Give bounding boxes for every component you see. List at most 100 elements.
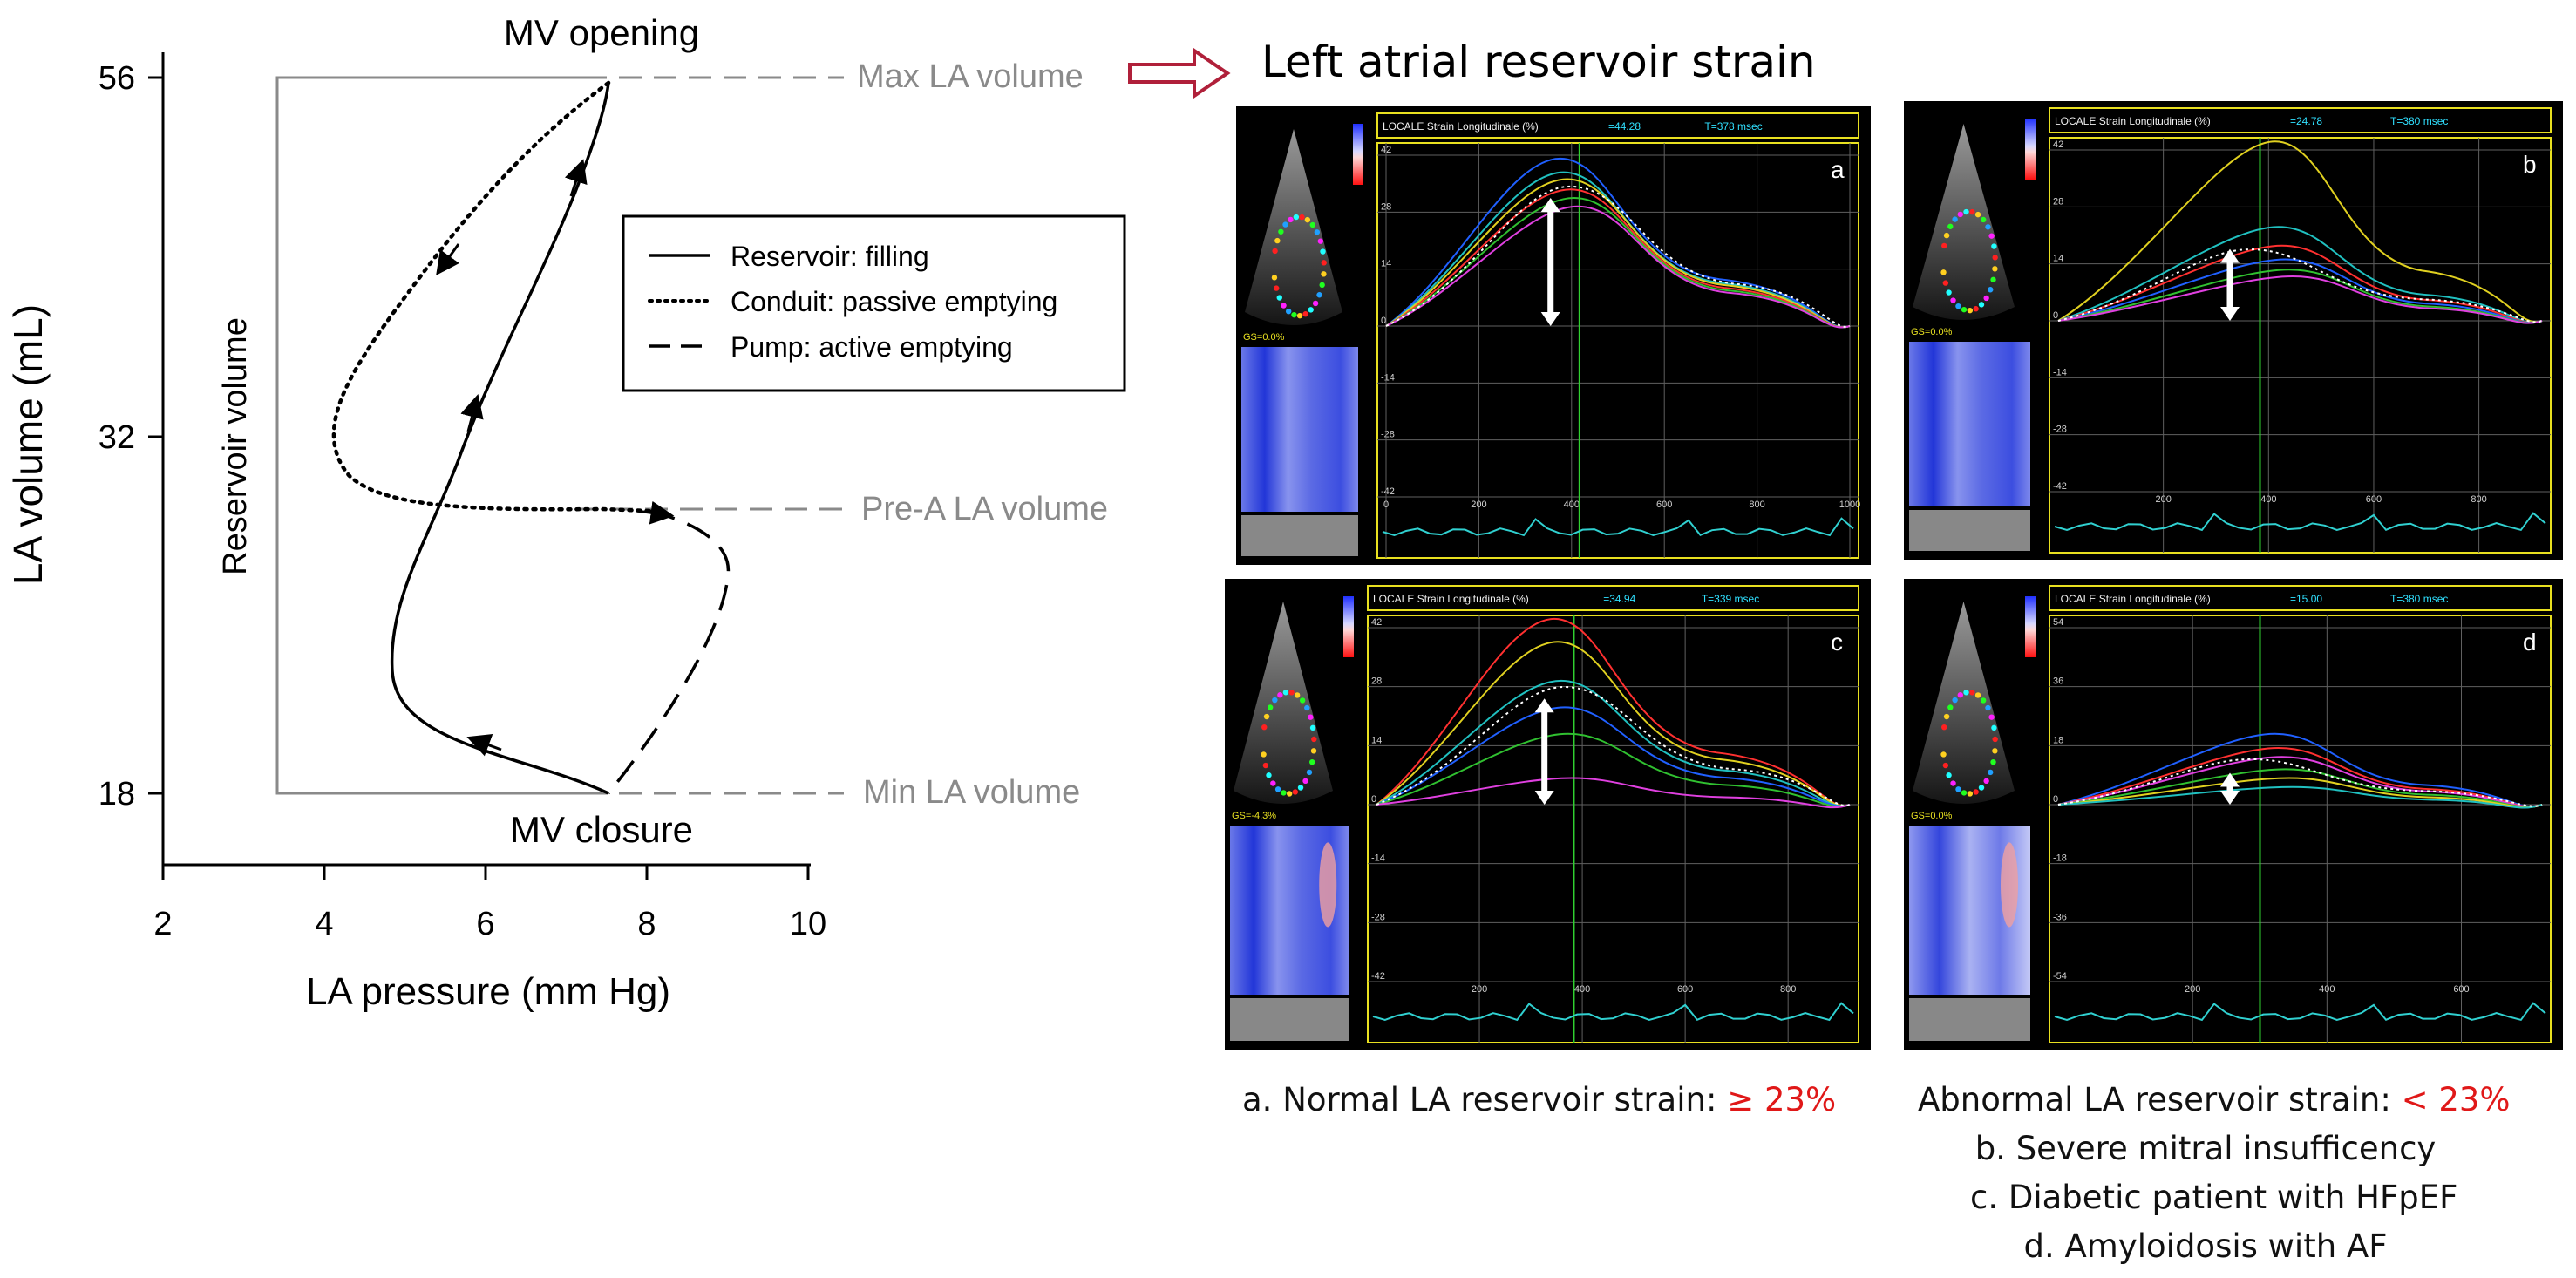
tracking-dot bbox=[1988, 714, 1995, 720]
x-tick: 1000 bbox=[1839, 500, 1860, 510]
arrow-filling-mid bbox=[460, 393, 484, 432]
tracking-dot bbox=[1963, 690, 1969, 696]
y-tick: 0 bbox=[1381, 316, 1386, 326]
tracking-dot bbox=[1294, 692, 1301, 698]
tracking-dot bbox=[1941, 724, 1947, 731]
strain-curve bbox=[2057, 785, 2543, 809]
tracking-dot bbox=[1961, 790, 1968, 796]
x-tick: 400 bbox=[2260, 494, 2276, 505]
strain-panel-b: GS=0.0% LOCALE Strain Longitudinale (%) =2… bbox=[1904, 101, 2563, 560]
tracking-dot bbox=[1974, 692, 1981, 698]
arrow-conduit bbox=[436, 243, 460, 275]
x-tick: 200 bbox=[2185, 984, 2200, 995]
y-tick: 42 bbox=[2053, 139, 2063, 150]
strain-curve bbox=[1385, 178, 1851, 329]
tracking-dot bbox=[1973, 789, 1979, 795]
tracking-dot bbox=[1302, 778, 1308, 785]
tracking-dot bbox=[1304, 216, 1311, 223]
x-tick: 600 bbox=[2453, 984, 2469, 995]
tracking-dot bbox=[1992, 736, 1998, 743]
panel-letter: d bbox=[2523, 629, 2537, 656]
reservoir-volume-label: Reservoir volume bbox=[217, 317, 254, 575]
conduit-passive-emptying-curve bbox=[331, 80, 652, 513]
tracking-dot bbox=[1942, 280, 1949, 286]
x-tick: 0 bbox=[1383, 500, 1389, 510]
strain-curve bbox=[1376, 706, 1851, 807]
tracking-dot bbox=[1282, 221, 1288, 228]
y-tick: -14 bbox=[1371, 853, 1385, 864]
tracking-dot bbox=[1267, 704, 1274, 710]
mmode-strip bbox=[1909, 998, 2030, 1041]
x-tick: 400 bbox=[1574, 984, 1590, 995]
strain-map bbox=[1241, 347, 1358, 512]
tracking-dot bbox=[1293, 214, 1300, 221]
tracking-dot bbox=[1983, 778, 1989, 785]
strain-arrow-head-up bbox=[1540, 198, 1560, 212]
strain-curve bbox=[2057, 140, 2543, 323]
arrow-filling-low bbox=[466, 734, 502, 757]
tracking-dot bbox=[1988, 287, 1994, 293]
gs-label: GS=0.0% bbox=[1243, 332, 1285, 343]
gs-label: GS=0.0% bbox=[1911, 811, 1953, 821]
tracking-dot bbox=[1320, 248, 1326, 255]
x-tick: 800 bbox=[1749, 500, 1764, 510]
ecg-trace bbox=[2054, 512, 2546, 532]
graph-header bbox=[1376, 112, 1859, 139]
tracking-dot bbox=[1974, 211, 1981, 218]
strain-curve bbox=[2057, 732, 2543, 808]
x-tick: 800 bbox=[2471, 494, 2486, 505]
tracking-dot bbox=[1262, 762, 1269, 769]
tracking-dot bbox=[1261, 724, 1268, 731]
y-tick: -14 bbox=[1381, 372, 1395, 383]
y-tick: -42 bbox=[1381, 486, 1395, 497]
caption-abnormal-text: Abnormal LA reservoir strain: bbox=[1918, 1081, 2402, 1118]
tracking-dot bbox=[1288, 216, 1294, 223]
tracking-dot bbox=[1988, 769, 1994, 776]
tracking-dot bbox=[1299, 697, 1306, 704]
x-tick-10: 10 bbox=[790, 906, 826, 942]
tracking-dot bbox=[1311, 736, 1317, 743]
ecg-trace bbox=[2054, 1002, 2546, 1022]
caption-c: c. Diabetic patient with HFpEF bbox=[1970, 1179, 2458, 1216]
tracking-dot bbox=[1319, 282, 1325, 289]
strain-curve bbox=[1376, 732, 1851, 808]
strain-curve bbox=[1385, 188, 1851, 329]
graph-header bbox=[2049, 107, 2552, 133]
y-tick: 54 bbox=[2053, 617, 2063, 628]
x-axis-label: LA pressure (mm Hg) bbox=[306, 970, 670, 1013]
pump-active-emptying-curve bbox=[607, 509, 731, 795]
strain-arrow-head-down bbox=[1540, 312, 1560, 326]
strain-map bbox=[1909, 342, 2030, 506]
x-tick: 200 bbox=[2155, 494, 2171, 505]
tracking-dot bbox=[1950, 780, 1956, 786]
graph-header-value: =44.28 bbox=[1608, 120, 1641, 133]
tracking-dot bbox=[1943, 232, 1950, 239]
caption-abnormal-value: < 23% bbox=[2401, 1081, 2511, 1118]
echo-image bbox=[1245, 129, 1342, 325]
tracking-dot bbox=[1272, 697, 1278, 704]
mv-closure-label: MV closure bbox=[510, 809, 693, 850]
strain-arrow-head-up bbox=[1534, 698, 1554, 713]
tracking-dot bbox=[1274, 237, 1281, 244]
reservoir-filling-curve bbox=[390, 82, 610, 795]
y-tick: -54 bbox=[2053, 971, 2067, 982]
tracking-dot bbox=[1308, 307, 1314, 313]
strain-map-red-patch bbox=[1319, 842, 1337, 928]
y-tick: 0 bbox=[1371, 794, 1376, 805]
strain-curve bbox=[2057, 275, 2543, 324]
panel-letter: a bbox=[1831, 156, 1845, 183]
plot-frame bbox=[1376, 142, 1859, 559]
y-tick-18: 18 bbox=[99, 776, 135, 812]
x-tick: 800 bbox=[1780, 984, 1796, 995]
graph-header-text: LOCALE Strain Longitudinale (%) bbox=[1373, 593, 1529, 605]
y-tick: 0 bbox=[2053, 310, 2058, 321]
tracking-dot bbox=[1991, 724, 1997, 731]
plot-frame bbox=[2049, 615, 2552, 1043]
y-tick: -42 bbox=[1371, 971, 1385, 982]
strain-curve bbox=[2057, 777, 2543, 809]
gs-label: GS=-4.3% bbox=[1232, 811, 1276, 821]
y-tick: -14 bbox=[2053, 367, 2067, 377]
tracking-dot bbox=[1281, 790, 1287, 796]
arrow-pump bbox=[636, 500, 675, 525]
